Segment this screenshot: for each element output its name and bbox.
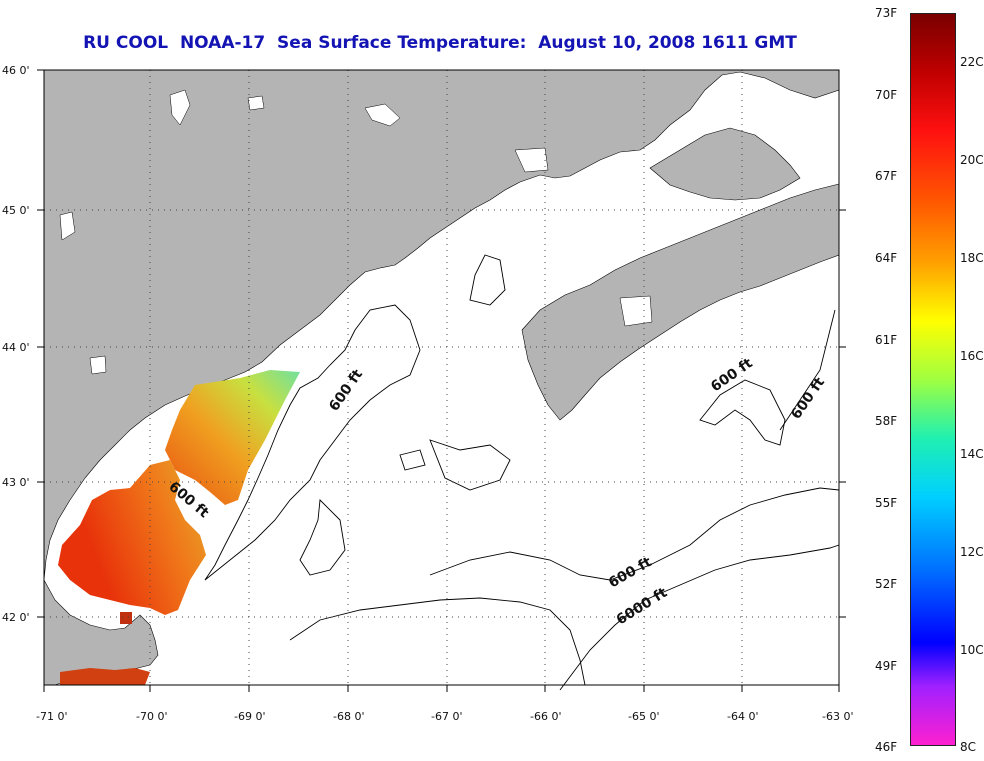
lat-tick-label: 46 0' (2, 64, 30, 77)
colorbar-c-label: 18C (960, 251, 984, 265)
colorbar-c-label: 8C (960, 740, 977, 754)
colorbar-c-label: 22C (960, 55, 984, 69)
lon-tick-label: -66 0' (530, 710, 562, 723)
colorbar-f-label: 58F (875, 414, 898, 428)
lon-tick-label: -65 0' (628, 710, 660, 723)
colorbar-f-label: 49F (875, 659, 898, 673)
colorbar-c-label: 20C (960, 153, 984, 167)
land-nova-scotia (521, 183, 840, 421)
lon-tick-label: -71 0' (36, 710, 68, 723)
temperature-colorbar (910, 13, 956, 746)
colorbar-f-label: 52F (875, 577, 898, 591)
lon-tick-label: -70 0' (136, 710, 168, 723)
grid (44, 70, 839, 685)
colorbar-c-label: 14C (960, 447, 984, 461)
colorbar-c-label: 16C (960, 349, 984, 363)
colorbar-f-label: 64F (875, 251, 898, 265)
bathymetry-contours (204, 254, 840, 691)
colorbar-c-label: 10C (960, 643, 984, 657)
land-mainland (43, 69, 840, 581)
colorbar-f-label: 61F (875, 333, 898, 347)
colorbar-f-label: 70F (875, 88, 898, 102)
lat-tick-label: 44 0' (2, 341, 30, 354)
sst-patch-south (58, 460, 206, 615)
lat-tick-label: 42 0' (2, 611, 30, 624)
lat-tick-label: 45 0' (2, 204, 30, 217)
lon-tick-label: -63 0' (822, 710, 854, 723)
colorbar-f-label: 46F (875, 740, 898, 754)
sst-patch-north (165, 370, 300, 505)
colorbar-f-label: 67F (875, 169, 898, 183)
lon-tick-label: -68 0' (333, 710, 365, 723)
lon-tick-label: -67 0' (431, 710, 463, 723)
lon-tick-label: -69 0' (234, 710, 266, 723)
colorbar-c-label: 12C (960, 545, 984, 559)
lat-tick-label: 43 0' (2, 476, 30, 489)
land-nb-east (649, 127, 801, 201)
lon-tick-label: -64 0' (727, 710, 759, 723)
sst-patch-cape (60, 668, 150, 685)
colorbar-f-label: 73F (875, 6, 898, 20)
map-title: RU COOL NOAA-17 Sea Surface Temperature:… (83, 33, 797, 53)
colorbar-f-label: 55F (875, 496, 898, 510)
